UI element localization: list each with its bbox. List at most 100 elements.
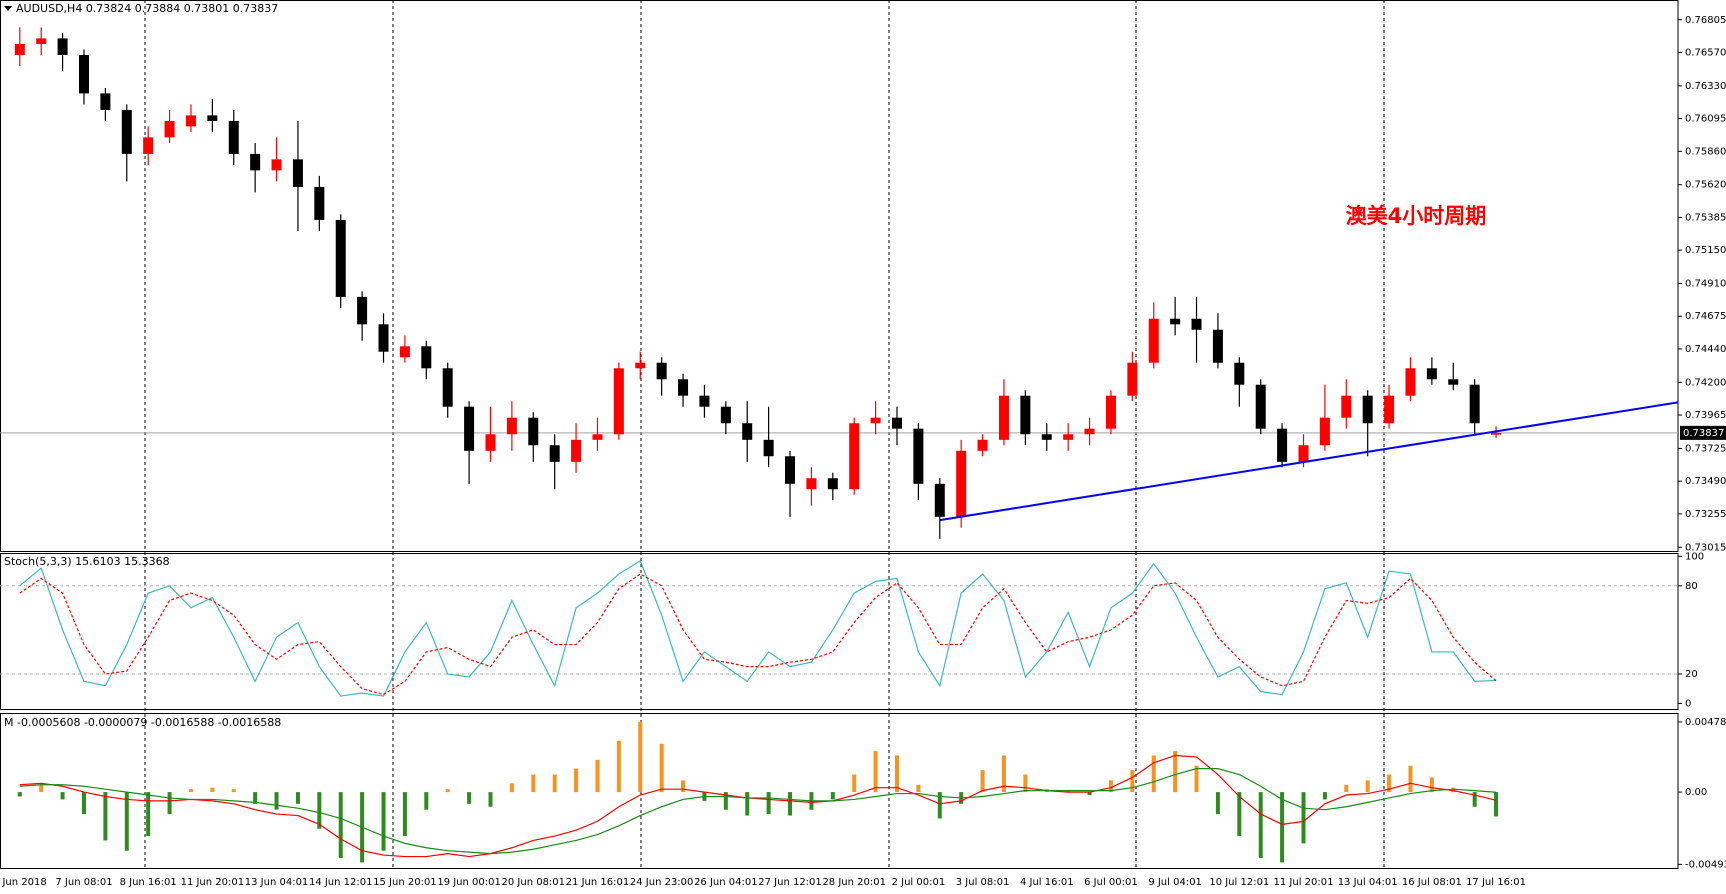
x-tick-label: 14 Jun 12:01 (309, 877, 373, 888)
macd-bar (1151, 755, 1156, 793)
macd-bar (1451, 787, 1456, 793)
candle-body (421, 346, 432, 369)
macd-bar (1215, 792, 1220, 815)
y-tick-label: 0.73490 (1685, 476, 1726, 487)
candle-body (785, 456, 796, 484)
annotation: 澳美4小时周期 (1346, 204, 1487, 228)
stoch-title: Stoch(5,3,3) 15.6103 15.3368 (4, 555, 170, 568)
macd-bar (616, 740, 621, 793)
menu-arrow (4, 6, 12, 11)
y-tick-label: 100 (1685, 551, 1704, 562)
y-tick-label: 0.76330 (1685, 81, 1726, 92)
candle-body (1041, 434, 1052, 440)
macd-bar (531, 774, 536, 793)
candle-body (100, 93, 111, 110)
candle-body (1341, 395, 1352, 418)
candle-body (271, 159, 282, 171)
macd-bar (1344, 784, 1349, 793)
macd-bar (574, 768, 579, 793)
macd-line (19, 754, 1497, 858)
macd-bar (1087, 792, 1092, 796)
candle-body (378, 324, 389, 352)
candle-body (998, 395, 1009, 440)
x-tick-label: 11 Jun 20:01 (181, 877, 245, 888)
candle-body (1298, 445, 1309, 462)
candle-body (335, 219, 346, 297)
x-tick-label: 26 Jun 04:01 (694, 877, 758, 888)
macd-bar (595, 759, 600, 793)
x-tick-label: 7 Jun 08:01 (55, 877, 112, 888)
macd-bar (852, 774, 857, 793)
macd-bar (1023, 774, 1028, 793)
x-tick-label: 6 Jul 00:01 (1084, 877, 1138, 888)
macd-bar (1066, 790, 1071, 793)
y-tick-label: 0.75620 (1685, 180, 1726, 191)
macd-bar (253, 792, 258, 804)
macd-bar (723, 792, 728, 810)
macd-bar (1108, 780, 1113, 793)
macd-bar (937, 792, 942, 819)
macd-bar (381, 792, 386, 851)
candle-body (121, 109, 132, 154)
y-tick-label: 0.004789 (1685, 717, 1726, 728)
macd-bar (424, 792, 429, 810)
macd-bar (17, 792, 22, 797)
plot-layer (0, 0, 1679, 869)
macd-bar (81, 792, 86, 815)
y-tick-label: 0.76570 (1685, 47, 1726, 58)
y-tick-label: 20 (1685, 669, 1698, 680)
candle-body (849, 423, 860, 490)
y-tick-label: 0.75860 (1685, 146, 1726, 157)
candle-body (1426, 368, 1437, 380)
x-tick-label: 13 Jul 04:01 (1338, 877, 1398, 888)
macd-bar (1365, 780, 1370, 793)
candle-body (613, 368, 624, 435)
x-tick-label: 19 Jun 00:01 (437, 877, 501, 888)
macd-bar (659, 743, 664, 793)
candle-body (977, 439, 988, 451)
macd-bar (124, 792, 129, 851)
macd-bar (1301, 792, 1306, 844)
candle-body (1384, 395, 1395, 424)
macd-bar (1258, 792, 1263, 859)
x-tick-label: 9 Jul 04:01 (1148, 877, 1202, 888)
y-tick-label: 0.00 (1685, 787, 1707, 798)
macd-bar (681, 780, 686, 793)
candle-body (763, 439, 774, 457)
candle-body (913, 428, 924, 484)
stoch-line (19, 573, 1497, 696)
macd-bar (788, 792, 793, 816)
macd-bar (980, 770, 985, 793)
macd-bar (916, 784, 921, 793)
candle-body (742, 423, 753, 440)
x-tick-label: 24 Jun 23:00 (630, 877, 694, 888)
candle-body (78, 54, 89, 94)
x-tick-label: 15 Jun 20:01 (373, 877, 437, 888)
candle-body (1020, 395, 1031, 435)
y-tick-label: 0.76095 (1685, 114, 1726, 125)
macd-bar (467, 792, 472, 804)
macd-bar (745, 792, 750, 816)
x-tick-label: 16 Jul 08:01 (1402, 877, 1462, 888)
macd-bar (1237, 792, 1242, 837)
y-tick-label: -0.004936 (1685, 859, 1726, 870)
candle-body (1127, 362, 1138, 396)
candle-body (143, 137, 154, 154)
candle-body (292, 159, 303, 187)
x-tick-label: 28 Jun 20:01 (822, 877, 886, 888)
candle-body (635, 362, 646, 369)
y-tick-label: 0.74675 (1685, 311, 1726, 322)
current-price-box (1680, 425, 1726, 440)
macd-bar (338, 792, 343, 859)
candle-body (485, 434, 496, 451)
y-tick-label: 0.73965 (1685, 410, 1726, 421)
y-tick-label: 80 (1685, 581, 1698, 592)
y-tick-label: 0.73015 (1685, 542, 1726, 553)
macd-bar (1194, 765, 1199, 793)
x-tick-label: 10 Jul 12:01 (1209, 877, 1269, 888)
candle-body (506, 417, 517, 435)
candle-body (656, 362, 667, 380)
macd-bar (1001, 755, 1006, 793)
x-tick-label: 2 Jul 00:01 (892, 877, 946, 888)
